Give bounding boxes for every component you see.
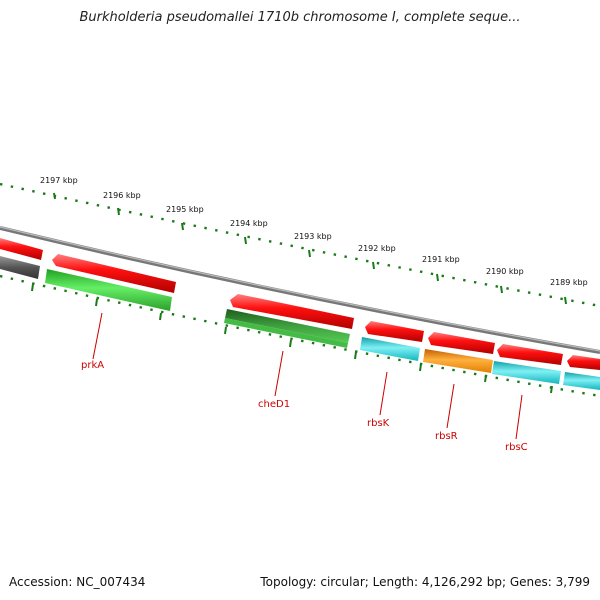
gene-feature[interactable] bbox=[360, 337, 420, 361]
gene-feature[interactable] bbox=[0, 256, 40, 279]
tick-label: 2190 kbp bbox=[486, 267, 524, 276]
map-title: Burkholderia pseudomallei 1710b chromoso… bbox=[79, 10, 521, 25]
gene-feature[interactable] bbox=[567, 355, 600, 370]
inner-major-tick bbox=[289, 339, 292, 348]
major-tick bbox=[53, 192, 56, 200]
gene-feature[interactable] bbox=[0, 238, 43, 260]
inner-major-tick bbox=[224, 326, 227, 335]
inner-major-tick bbox=[31, 283, 34, 292]
gene-feature[interactable] bbox=[224, 318, 348, 348]
tick-label: 2189 kbp bbox=[550, 278, 588, 287]
gene-labels: prkA cheD1 rbsK rbsR rbsC bbox=[81, 312, 528, 453]
tick-label: 2191 kbp bbox=[422, 255, 460, 264]
gene-feature[interactable] bbox=[492, 361, 561, 384]
inner-major-tick bbox=[354, 351, 357, 360]
tick-label: 2195 kbp bbox=[166, 205, 204, 214]
backbone bbox=[0, 226, 600, 354]
forward-strand-track bbox=[0, 256, 600, 390]
reverse-strand-track bbox=[0, 238, 600, 370]
gene-feature[interactable] bbox=[563, 372, 600, 390]
tick-label: 2196 kbp bbox=[103, 191, 141, 200]
major-tick bbox=[308, 249, 311, 258]
tick-label: 2197 kbp bbox=[40, 176, 78, 185]
gene-feature[interactable] bbox=[225, 309, 350, 343]
inner-major-tick bbox=[484, 374, 487, 383]
inner-major-tick bbox=[419, 363, 422, 372]
outer-tick-scale bbox=[0, 182, 600, 308]
tick-labels: 2197 kbp 2196 kbp 2195 kbp 2194 kbp 2193… bbox=[40, 176, 588, 287]
tick-label: 2193 kbp bbox=[294, 232, 332, 241]
gene-feature[interactable] bbox=[52, 254, 176, 293]
major-tick bbox=[500, 285, 503, 294]
gene-feature[interactable] bbox=[428, 332, 495, 354]
tick-label: 2192 kbp bbox=[358, 244, 396, 253]
major-tick bbox=[181, 222, 184, 231]
gene-feature[interactable] bbox=[45, 269, 172, 311]
gene-feature[interactable] bbox=[365, 321, 424, 342]
accession-text: Accession: NC_007434 bbox=[9, 575, 146, 589]
inner-major-tick bbox=[550, 385, 553, 394]
inner-major-tick bbox=[95, 298, 98, 307]
major-tick bbox=[244, 236, 247, 245]
gene-label-rbsR[interactable]: rbsR bbox=[435, 431, 458, 442]
inner-tick-scale bbox=[0, 274, 600, 398]
major-tick bbox=[117, 207, 120, 216]
gene-label-prkA[interactable]: prkA bbox=[81, 360, 104, 371]
gene-label-rbsK[interactable]: rbsK bbox=[367, 418, 390, 429]
major-tick bbox=[564, 296, 567, 305]
gene-label-rbsC[interactable]: rbsC bbox=[505, 442, 528, 453]
genome-summary-text: Topology: circular; Length: 4,126,292 bp… bbox=[260, 575, 590, 589]
major-tick bbox=[436, 273, 439, 282]
tick-label: 2194 kbp bbox=[230, 219, 268, 228]
major-tick bbox=[372, 261, 375, 270]
inner-major-tick bbox=[159, 312, 162, 321]
gene-feature[interactable] bbox=[423, 349, 493, 373]
gene-feature[interactable] bbox=[497, 344, 563, 365]
gene-feature[interactable] bbox=[230, 294, 354, 329]
gene-label-cheD1[interactable]: cheD1 bbox=[258, 399, 290, 410]
